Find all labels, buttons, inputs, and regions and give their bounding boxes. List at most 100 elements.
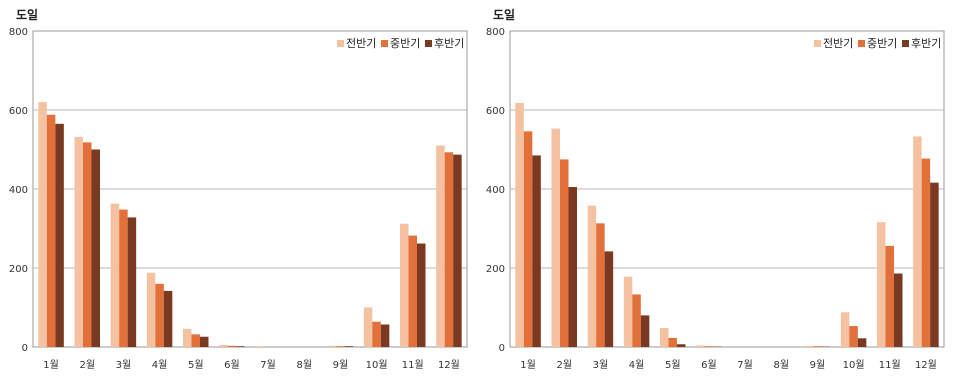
legend-label: 중반기	[867, 37, 897, 50]
y-tick-label: 400	[486, 185, 505, 196]
y-tick-label: 0	[22, 343, 28, 354]
y-tick-label: 600	[486, 106, 505, 117]
y-tick-label: 400	[9, 185, 28, 196]
bar	[551, 128, 560, 347]
bar	[894, 273, 903, 347]
legend-label: 후반기	[434, 37, 464, 50]
bar	[83, 142, 92, 347]
y-tick-label: 200	[9, 264, 28, 275]
bar	[183, 328, 192, 347]
bar	[119, 209, 128, 347]
x-tick-label: 2월	[79, 359, 95, 371]
bar	[236, 346, 245, 347]
y-tick-label: 800	[486, 27, 505, 38]
x-tick-label: 12월	[915, 359, 937, 371]
x-tick-label: 3월	[116, 359, 132, 371]
bar	[568, 187, 577, 347]
bar	[327, 345, 337, 347]
bar	[417, 243, 426, 347]
bar	[46, 114, 56, 348]
bar	[849, 326, 858, 347]
bar-chart-left: 도일 0 200 400 600 800 1월 2월 3월 4월 5월 6월 7월 8월 9월 10월 11월…	[9, 8, 468, 371]
legend-swatch	[814, 40, 821, 47]
legend-label: 중반기	[390, 37, 420, 50]
bar	[640, 315, 650, 347]
x-tick-label: 5월	[665, 359, 681, 371]
bar	[444, 152, 454, 347]
legend-swatch	[425, 40, 432, 47]
bar	[560, 159, 569, 347]
bar	[55, 123, 64, 347]
bar	[804, 345, 814, 347]
bar	[632, 294, 641, 347]
chart-panel-right: 도일 0 200 400 600 800 1월 2월 3월 4월 5월 6월 7월 8월 9월 10월 11월…	[477, 0, 954, 376]
bar-chart-right: 도일 0 200 400 600 800 1월 2월 3월 4월 5월 6월 7월 8월 9월 10월 11월…	[486, 8, 945, 371]
x-tick-label: 6월	[701, 359, 717, 371]
bar	[523, 131, 533, 347]
bar	[696, 345, 705, 347]
bar	[344, 346, 354, 347]
bar	[913, 136, 922, 347]
bar	[604, 251, 614, 347]
x-tick-label: 8월	[773, 359, 789, 371]
bar	[623, 276, 633, 347]
legend-label: 전반기	[823, 37, 853, 50]
bar	[660, 328, 669, 347]
bar	[155, 283, 164, 347]
x-tick-label: 5월	[188, 359, 204, 371]
x-tick-label: 2월	[556, 359, 572, 371]
bar	[127, 217, 137, 347]
legend-swatch	[337, 40, 344, 47]
bar	[857, 338, 867, 347]
legend-label: 전반기	[346, 37, 376, 50]
x-tick-label: 7월	[737, 359, 753, 371]
bar	[532, 155, 541, 347]
bar	[363, 307, 373, 347]
bar	[38, 102, 47, 347]
bar	[453, 154, 462, 347]
y-unit-label: 도일	[16, 8, 38, 22]
bar	[596, 223, 605, 347]
bar	[200, 336, 209, 347]
bar	[219, 345, 228, 347]
legend-label: 후반기	[911, 37, 941, 50]
legend-swatch	[858, 40, 865, 47]
bar	[74, 136, 83, 347]
x-tick-label: 1월	[43, 359, 59, 371]
x-tick-label: 1월	[520, 359, 536, 371]
x-tick-label: 7월	[260, 359, 276, 371]
x-tick-label: 9월	[333, 359, 349, 371]
bar	[436, 145, 445, 347]
bar	[408, 235, 417, 347]
bar	[704, 346, 714, 347]
y-tick-label: 800	[9, 27, 28, 38]
y-tick-label: 600	[9, 106, 28, 117]
legend-swatch	[381, 40, 388, 47]
bar	[163, 290, 173, 347]
bar	[877, 222, 886, 347]
x-tick-label: 12월	[438, 359, 460, 371]
x-tick-label: 9월	[810, 359, 826, 371]
x-tick-label: 4월	[629, 359, 645, 371]
x-tick-label: 6월	[224, 359, 240, 371]
bar	[336, 346, 345, 347]
bar	[191, 334, 200, 347]
x-tick-label: 11월	[879, 359, 901, 371]
y-tick-label: 0	[499, 343, 505, 354]
x-tick-label: 3월	[593, 359, 609, 371]
bar	[930, 182, 939, 347]
bar	[921, 158, 931, 347]
x-tick-label: 4월	[152, 359, 168, 371]
bar	[668, 337, 677, 347]
y-tick-label: 200	[486, 264, 505, 275]
bar	[255, 346, 264, 347]
bar	[110, 203, 120, 347]
bar	[372, 321, 381, 347]
bar	[885, 245, 894, 347]
legend-swatch	[902, 40, 909, 47]
x-tick-label: 11월	[402, 359, 424, 371]
bar	[515, 102, 524, 347]
bar	[587, 205, 597, 347]
x-tick-label: 10월	[366, 359, 388, 371]
y-unit-label: 도일	[493, 8, 515, 22]
